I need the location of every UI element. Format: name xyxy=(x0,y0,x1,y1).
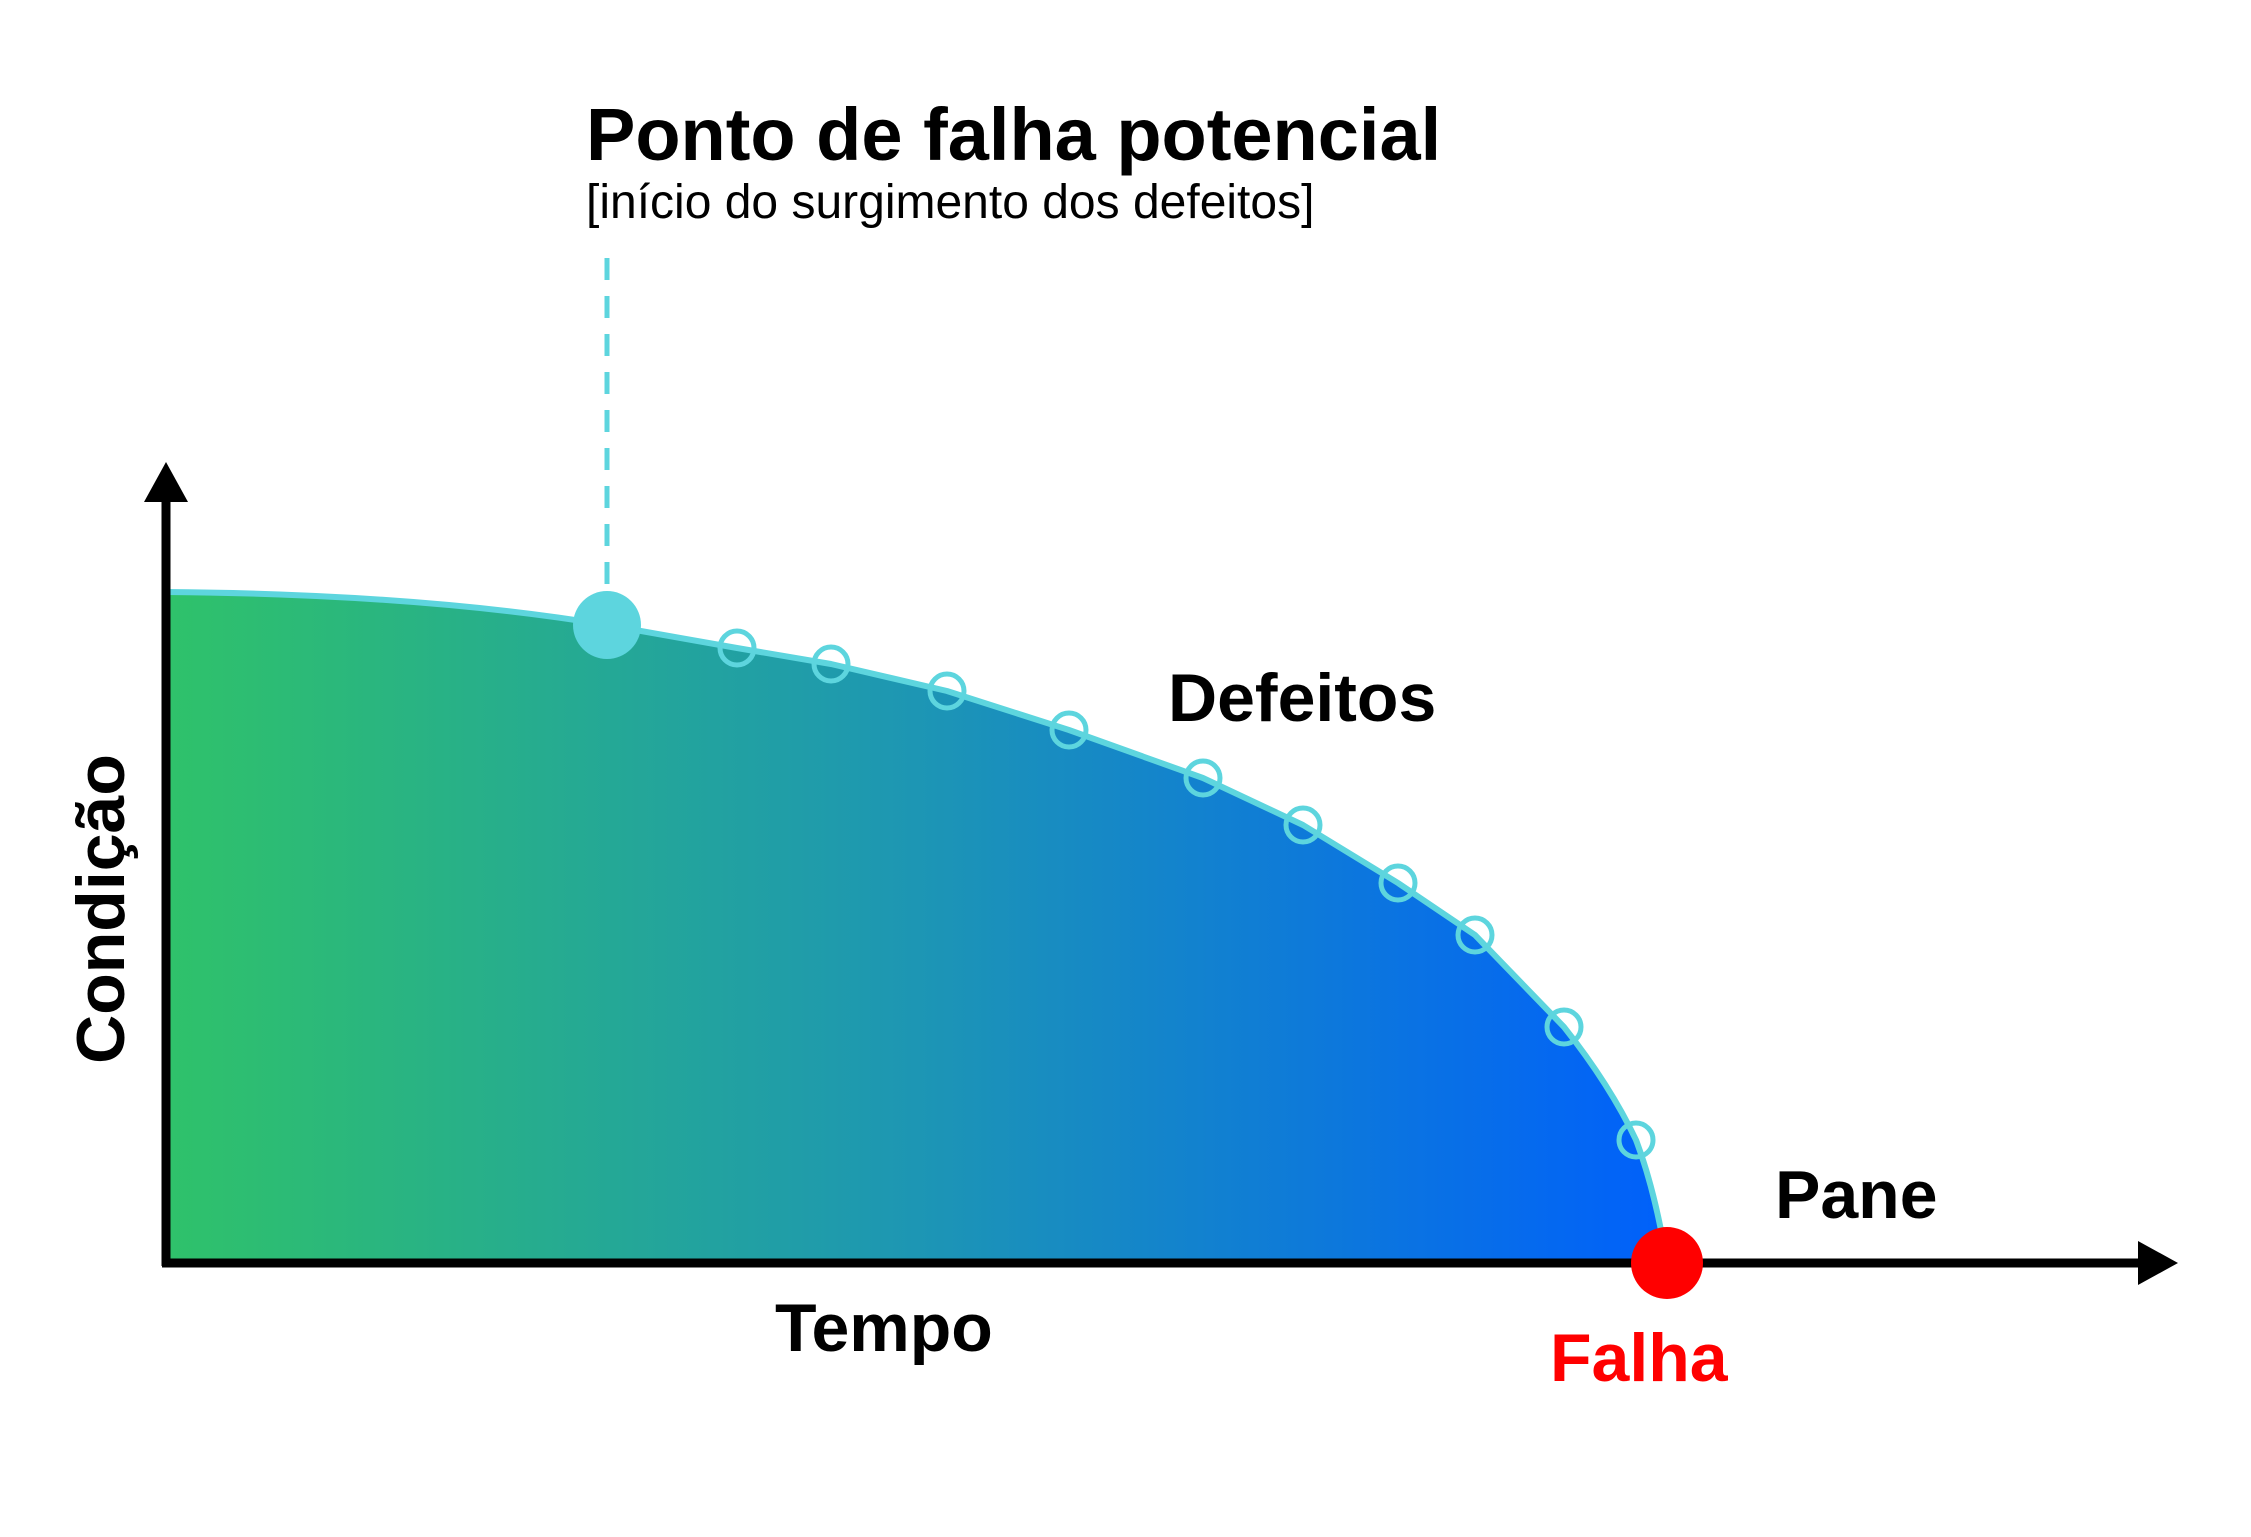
failure-label: Falha xyxy=(1550,1320,1729,1396)
defect-marker xyxy=(1616,1120,1656,1160)
condition-curve xyxy=(165,589,1670,1264)
defect-marker xyxy=(927,671,967,711)
condition-area xyxy=(166,592,1667,1263)
defects-label: Defeitos xyxy=(1168,660,1436,736)
defect-marker xyxy=(1378,863,1418,903)
x-axis-arrow xyxy=(2138,1241,2178,1285)
subtitle: [início do surgimento dos defeitos] xyxy=(586,176,1314,229)
defect-marker xyxy=(1049,710,1089,750)
breakdown-label: Pane xyxy=(1775,1157,1938,1233)
defect-markers xyxy=(717,628,1656,1160)
title: Ponto de falha potencial xyxy=(586,93,1441,176)
defect-marker xyxy=(811,644,851,684)
defect-marker xyxy=(1544,1007,1584,1047)
defect-marker xyxy=(1283,805,1323,845)
x-axis-label: Tempo xyxy=(775,1290,993,1366)
failure-point xyxy=(1631,1227,1703,1299)
y-axis-arrow xyxy=(144,462,188,502)
y-axis-label: Condição xyxy=(63,754,139,1064)
potential-failure-point xyxy=(573,591,641,659)
defect-marker xyxy=(717,628,757,668)
defect-marker xyxy=(1183,758,1223,798)
defect-marker xyxy=(1455,915,1495,955)
